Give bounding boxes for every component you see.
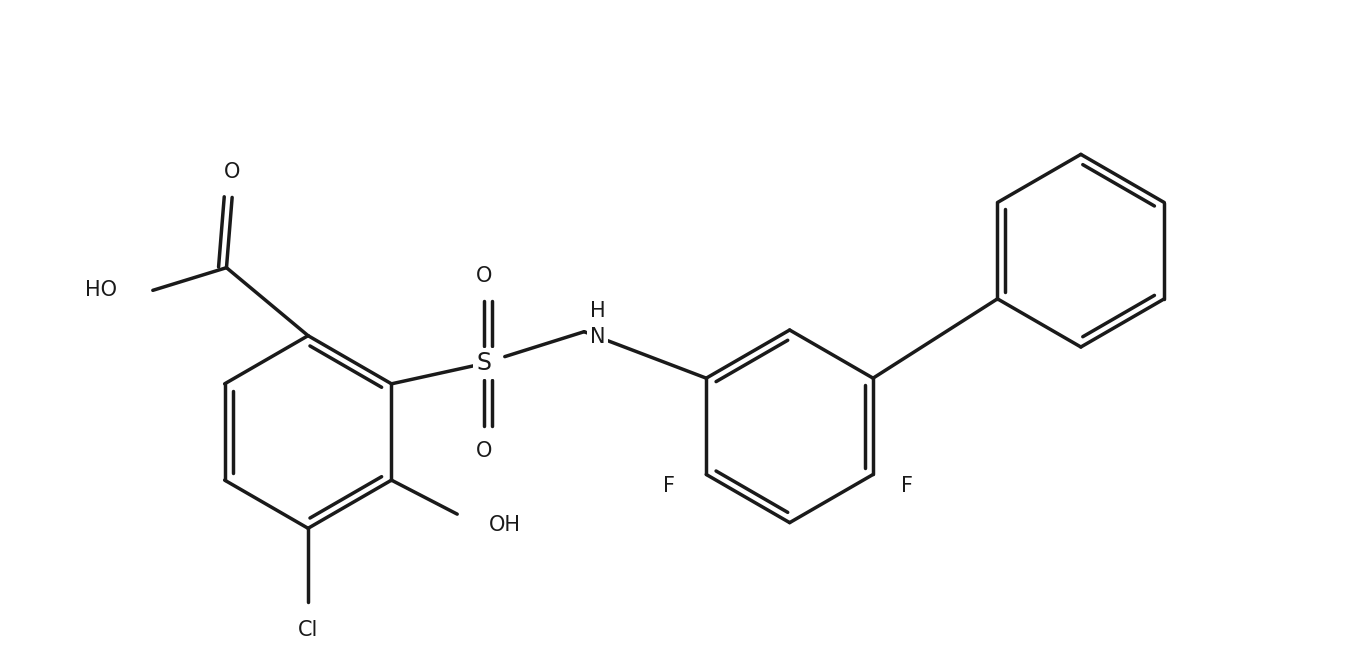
Text: HO: HO [85,280,116,300]
Text: F: F [663,476,675,496]
Text: S: S [477,351,492,376]
Text: OH: OH [488,515,521,535]
Text: O: O [476,266,492,286]
Text: N: N [589,327,606,347]
Text: Cl: Cl [297,620,318,640]
Text: F: F [902,476,914,496]
Text: O: O [476,441,492,461]
Text: H: H [589,302,606,321]
Text: O: O [224,162,240,183]
